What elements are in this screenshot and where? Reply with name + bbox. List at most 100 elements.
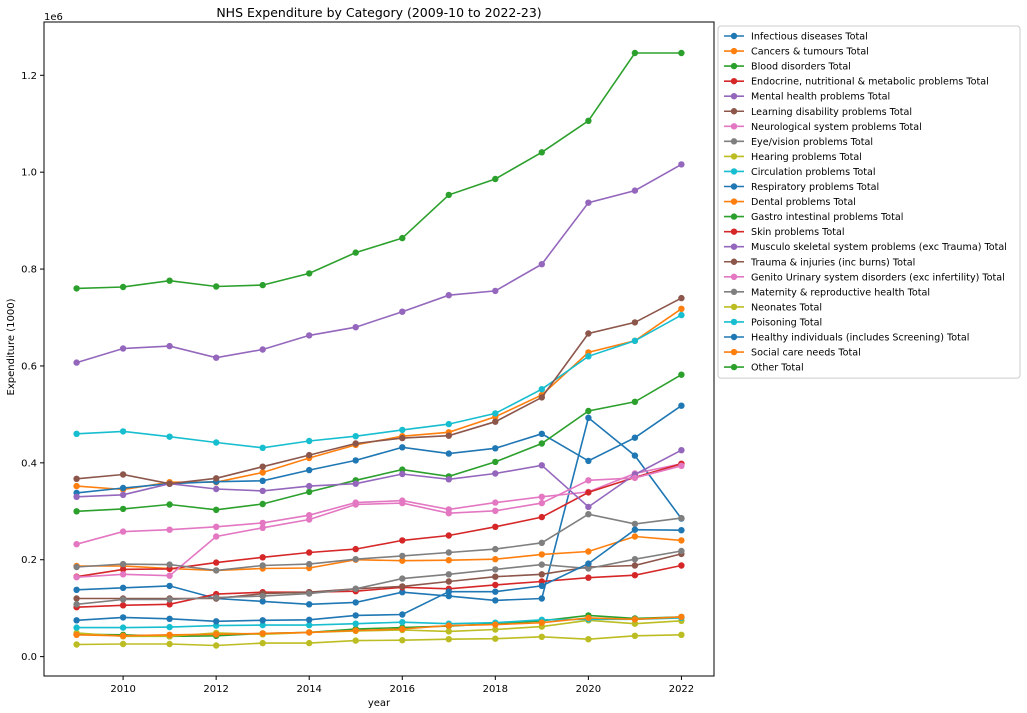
data-point [492,588,499,595]
data-point [492,523,499,530]
data-point [306,590,313,597]
data-point [631,319,639,326]
data-point [585,199,592,206]
data-point [492,507,499,514]
data-point [678,402,685,409]
data-point [585,117,592,125]
data-point [538,619,545,626]
legend-marker [730,77,738,85]
data-point [492,626,499,633]
data-point [538,551,545,558]
data-point [445,549,452,556]
data-point [492,597,499,604]
data-point [259,519,266,527]
data-point [352,637,359,644]
data-point [119,602,127,609]
data-point [445,636,452,643]
data-point [213,618,220,625]
data-point [399,625,406,633]
data-point [259,562,266,569]
data-point [492,458,499,466]
data-point [119,283,127,291]
legend-marker [730,288,738,296]
data-point [631,620,639,627]
legend-marker [730,168,738,175]
data-point [585,353,592,360]
data-point [119,571,127,578]
data-point [445,432,452,439]
data-point [492,445,499,452]
data-point [352,480,359,487]
legend-label: Hearing problems Total [751,152,862,163]
legend-label: Neurological system problems Total [751,122,922,133]
data-point [445,476,452,483]
data-point [166,615,173,622]
data-point [538,430,545,437]
data-point [492,635,499,642]
data-point [399,308,406,315]
y-tick-label: 0.4 [21,458,37,469]
series-line [76,513,682,572]
data-point [73,482,80,490]
legend-label: Blood disorders Total [751,62,851,73]
legend-marker [730,123,738,130]
data-point [259,524,266,531]
data-point [678,462,685,469]
legend-marker [730,228,738,235]
data-point [213,567,220,574]
series-line [76,314,682,449]
legend-box [717,25,1021,379]
data-point [492,499,499,506]
data-point [352,501,359,508]
data-point [73,641,80,648]
series-line [76,449,682,508]
data-point [631,474,639,482]
data-point [259,469,266,476]
y-tick-label: 0.8 [21,265,37,276]
data-point [492,566,499,573]
data-point [678,562,685,569]
data-point [213,283,220,290]
data-point [166,342,173,350]
data-point [259,477,266,484]
legend-marker [730,93,738,100]
legend-label: Maternity & reproductive health Total [751,287,930,298]
data-point [73,586,80,593]
data-point [678,371,685,378]
data-point [119,614,127,621]
legend-marker [730,303,738,311]
data-point [538,633,545,640]
data-point [259,444,266,451]
data-point [73,574,80,581]
data-point [119,632,127,639]
data-point [259,487,266,495]
series-line [76,465,682,578]
data-point [631,616,639,623]
data-point [631,452,639,459]
data-point [399,637,406,644]
legend-label: Social care needs Total [751,348,861,359]
data-point [492,545,499,553]
data-point [213,439,220,446]
data-point [399,583,406,590]
data-point [492,621,499,628]
data-point [399,426,406,434]
data-point [492,175,499,183]
legend-marker [730,273,738,280]
data-point [445,588,452,595]
data-point [213,559,220,566]
data-point [492,410,499,417]
data-point [119,528,127,535]
legend-marker [730,318,738,326]
legend-marker [730,348,738,356]
data-point [306,488,313,496]
data-point [445,510,452,517]
data-point [445,450,452,457]
data-point [678,311,685,319]
data-point [306,482,313,490]
data-point [445,622,452,629]
y-tick-label: 0.2 [21,555,37,566]
data-point [73,595,80,602]
data-point [306,639,313,647]
data-point [585,614,592,622]
